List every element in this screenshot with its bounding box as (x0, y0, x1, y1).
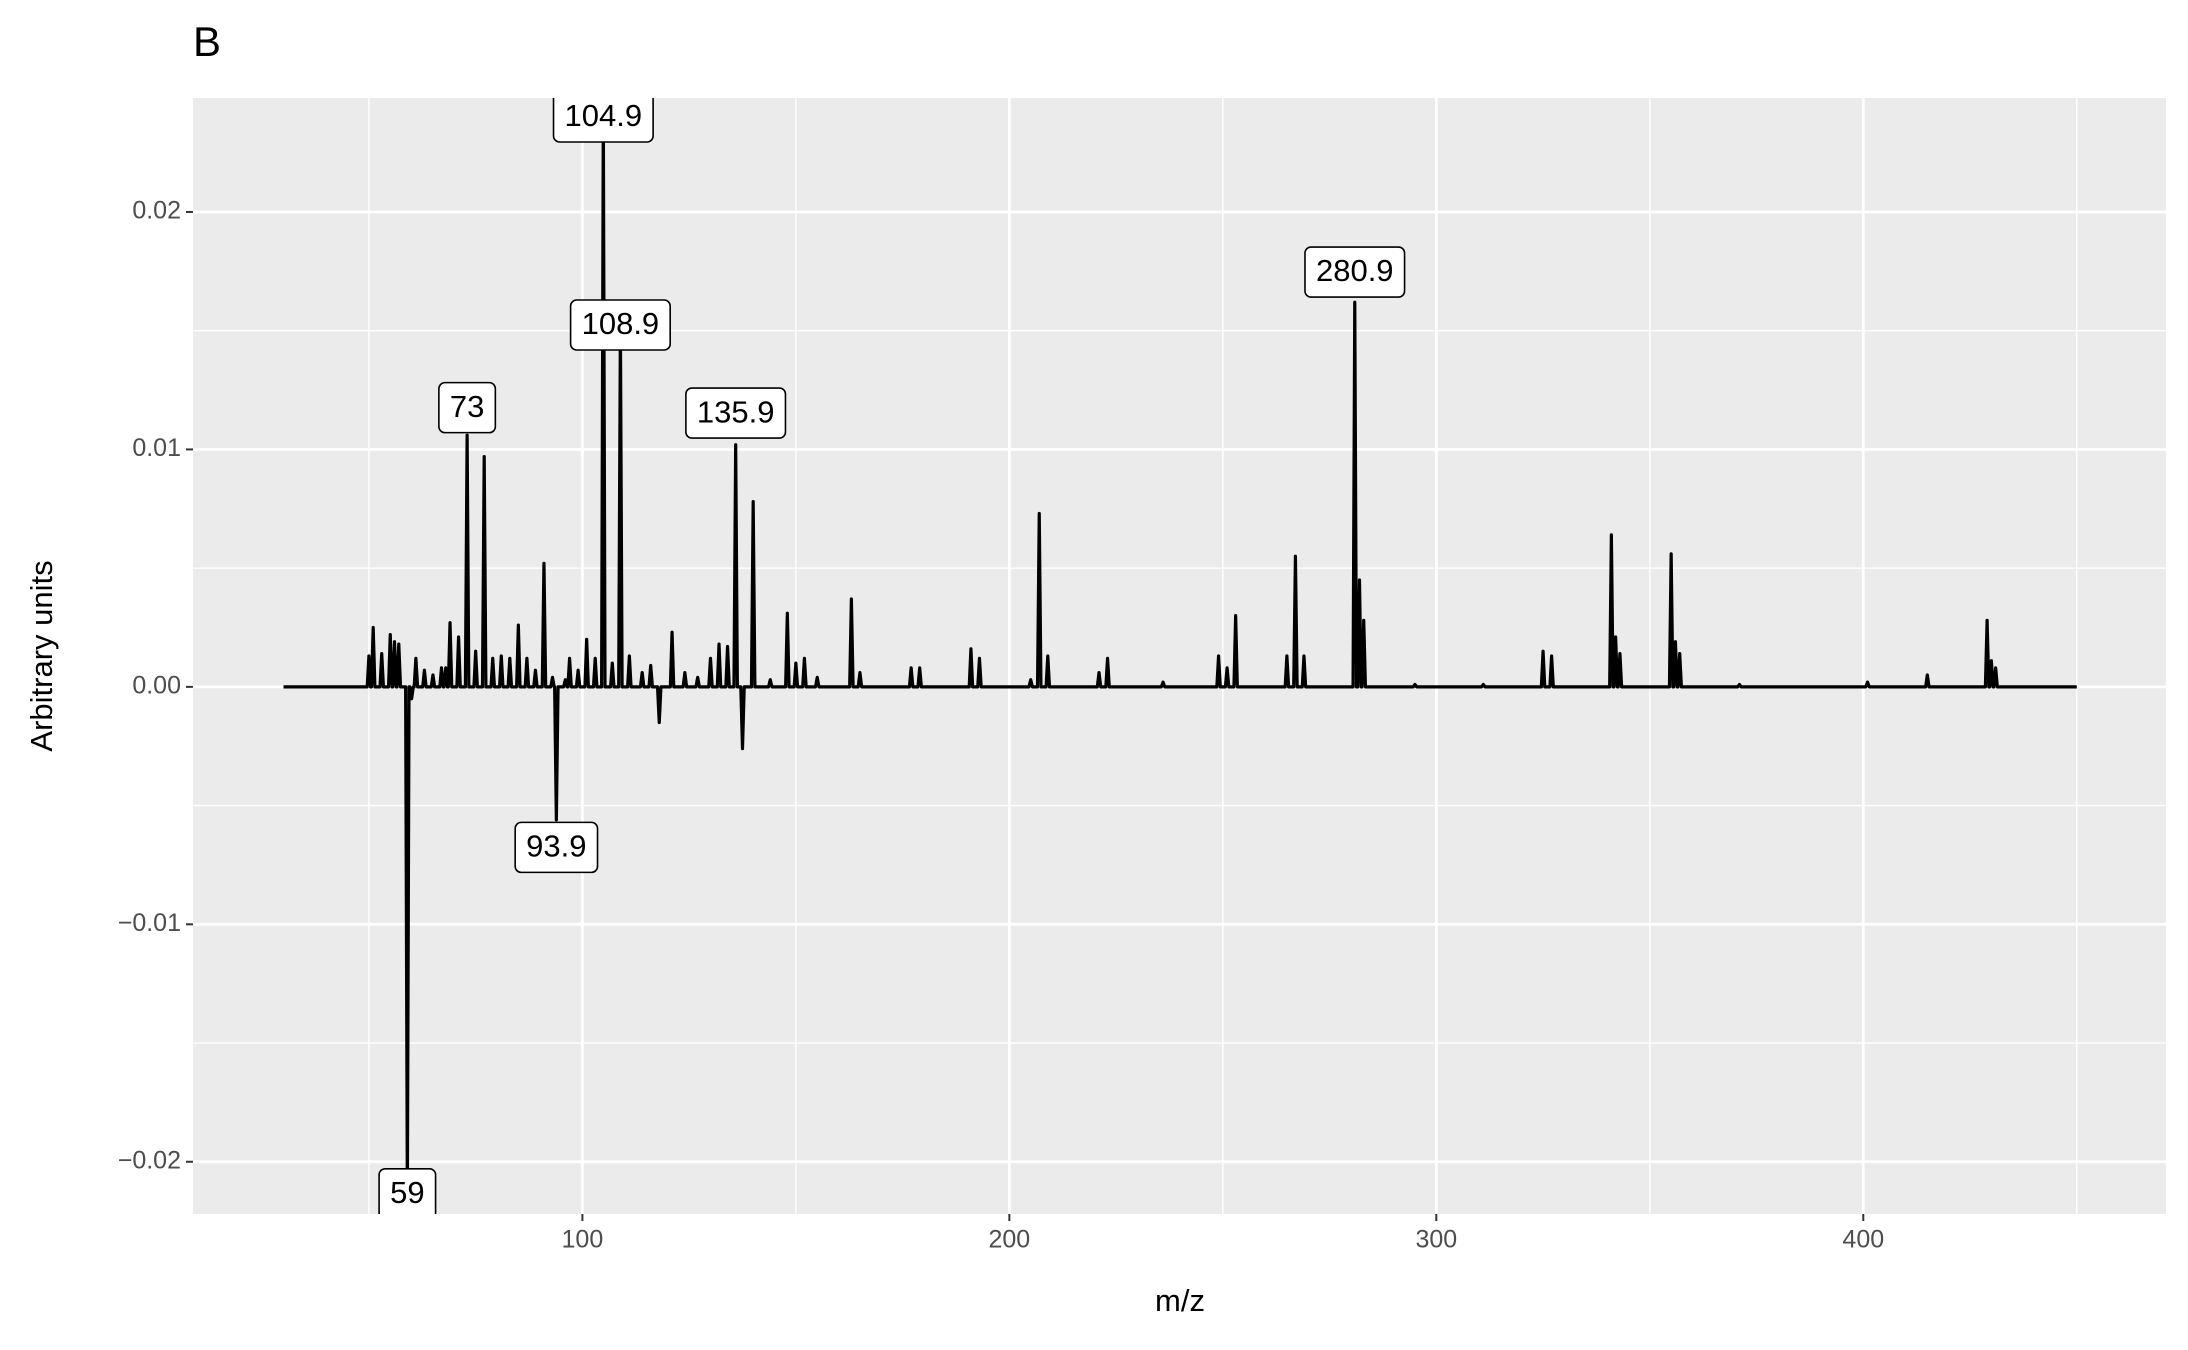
panel (193, 98, 2166, 1214)
y-tick-label: 0.00 (132, 671, 181, 699)
peak-label-text: 280.9 (1316, 253, 1394, 288)
peak-label: 59 (378, 1168, 437, 1214)
peak-label-text: 59 (390, 1175, 424, 1210)
peak-label-text: 104.9 (565, 98, 643, 133)
peak-label-box (1304, 246, 1406, 298)
x-tick-label: 200 (988, 1226, 1030, 1254)
peak-label: 280.9 (1304, 246, 1406, 298)
x-tick-label: 400 (1842, 1226, 1884, 1254)
axes: 100 200 300 400 −0.02 −0.01 0.00 0.01 0.02 (118, 197, 1884, 1254)
peak-label: 73 (438, 381, 497, 434)
chart-title: B (193, 18, 221, 65)
peak-label-box (378, 1168, 437, 1214)
peak-label-box (552, 98, 654, 143)
peak-label: 93.9 (514, 821, 599, 874)
peak-label: 104.9 (552, 98, 654, 143)
y-axis-title: Arbitrary units (24, 560, 59, 751)
x-tick-label: 300 (1415, 1226, 1457, 1254)
peak-label-box (569, 299, 671, 351)
peak-label: 108.9 (569, 299, 671, 351)
x-tick-label: 100 (562, 1226, 604, 1254)
peak-label-text: 108.9 (582, 306, 660, 341)
peak-label-box (685, 387, 787, 439)
y-tick-label: 0.01 (132, 434, 181, 462)
peak-label-text: 73 (450, 389, 484, 424)
peak-label-text: 93.9 (526, 829, 586, 864)
peak-label: 135.9 (685, 387, 787, 439)
x-axis-title: m/z (1155, 1283, 1205, 1318)
peak-label-box (438, 381, 497, 434)
peak-label-text: 135.9 (697, 394, 775, 429)
plot-area: 104.9 108.9 73 135.9 280.9 93.9 59 (283, 98, 2077, 1214)
y-tick-label: −0.02 (118, 1146, 181, 1174)
y-tick-label: 0.02 (132, 197, 181, 225)
spectrum-line (283, 108, 2077, 1199)
grid (193, 98, 2166, 1214)
peak-label-box (514, 821, 599, 874)
y-tick-label: −0.01 (118, 909, 181, 937)
